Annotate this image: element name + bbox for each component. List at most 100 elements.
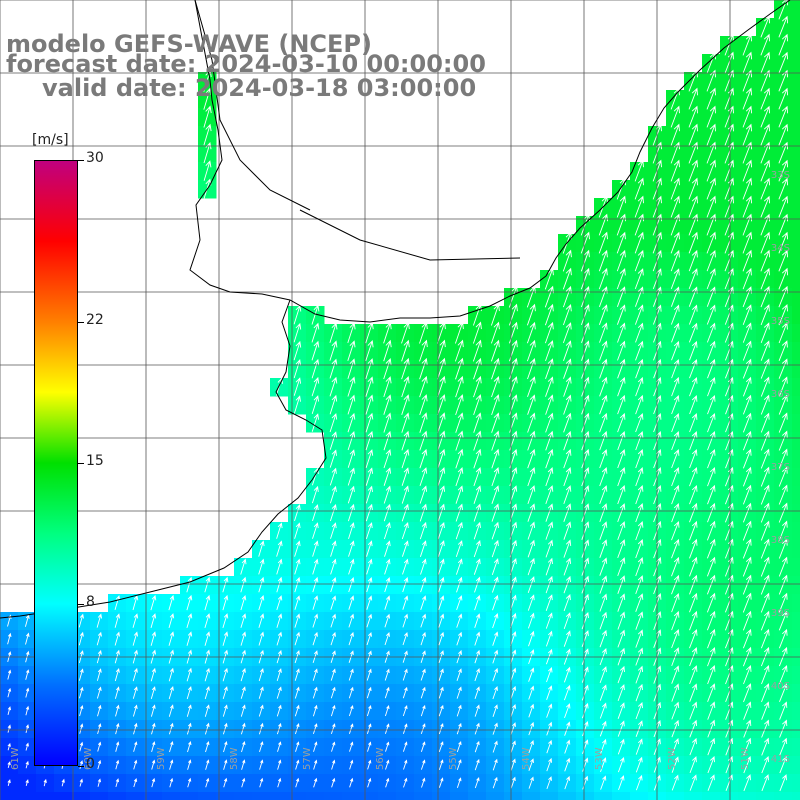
wind-arrow (706, 249, 716, 272)
wind-arrow (635, 557, 644, 577)
wind-arrow (402, 741, 408, 752)
wind-arrow (222, 722, 228, 735)
wind-arrow (778, 51, 789, 74)
wind-arrow (401, 522, 409, 540)
wind-arrow (347, 376, 356, 397)
wind-arrow (742, 574, 752, 595)
wind-arrow (276, 722, 282, 735)
wind-arrow (563, 594, 571, 612)
wind-arrow (706, 610, 716, 631)
wind-arrow (616, 231, 626, 254)
wind-arrow (581, 702, 589, 719)
wind-arrow (760, 448, 770, 469)
wind-arrow (455, 430, 464, 451)
wind-speed-cell (792, 450, 800, 469)
wind-arrow (760, 195, 771, 218)
wind-arrow (563, 485, 572, 505)
wind-arrow (670, 231, 680, 254)
wind-arrow (635, 756, 643, 773)
wind-arrow (510, 722, 516, 736)
wind-arrow (760, 376, 770, 397)
wind-arrow (312, 595, 319, 610)
wind-arrow (420, 723, 426, 735)
wind-arrow (670, 195, 680, 218)
wind-arrow (545, 539, 554, 558)
wind-arrow (383, 321, 392, 344)
wind-arrow (473, 467, 482, 487)
wind-arrow (330, 704, 336, 717)
wind-arrow (222, 667, 228, 682)
wind-arrow (150, 704, 156, 717)
wind-arrow (276, 704, 282, 717)
wind-speed-cell (792, 774, 800, 793)
wind-arrow (616, 286, 626, 307)
wind-arrow (419, 521, 427, 540)
wind-arrow (348, 613, 355, 628)
wind-arrow (760, 394, 770, 415)
wind-arrow (241, 741, 246, 753)
wind-arrow (456, 722, 462, 735)
wind-arrow (223, 759, 228, 770)
wind-arrow (760, 466, 770, 487)
wind-arrow (706, 159, 716, 182)
wind-arrow (436, 321, 446, 344)
wind-arrow (79, 705, 84, 717)
wind-arrow (707, 665, 716, 685)
wind-arrow (618, 775, 625, 791)
wind-arrow (384, 632, 390, 646)
wind-arrow (635, 575, 644, 595)
wind-arrow (25, 742, 29, 751)
wind-arrow (688, 87, 698, 110)
wind-arrow (580, 231, 590, 254)
wind-arrow (670, 304, 680, 325)
wind-arrow (599, 521, 608, 540)
wind-arrow (79, 741, 84, 752)
wind-arrow (402, 686, 408, 699)
wind-arrow (385, 777, 390, 788)
wind-arrow (778, 303, 788, 326)
wind-arrow (581, 611, 589, 630)
wind-arrow (670, 123, 680, 146)
wind-arrow (438, 631, 445, 646)
wind-arrow (115, 704, 120, 717)
wind-arrow (491, 467, 500, 487)
wind-arrow (760, 304, 770, 326)
wind-arrow (635, 629, 644, 648)
wind-arrow (474, 576, 481, 593)
wind-speed-cell (792, 540, 800, 559)
wind-arrow (491, 539, 499, 558)
wind-arrow (311, 395, 320, 415)
wind-arrow (528, 758, 534, 771)
wind-arrow (276, 576, 283, 593)
wind-arrow (383, 358, 392, 380)
wind-speed-cell (342, 792, 361, 800)
wind-arrow (707, 376, 716, 397)
wind-arrow (420, 704, 426, 717)
wind-arrow (761, 719, 770, 738)
wind-arrow (348, 686, 354, 699)
wind-arrow (203, 105, 212, 128)
latitude-label: 38S (771, 535, 790, 546)
wind-arrow (581, 666, 589, 683)
wind-arrow (635, 683, 643, 702)
wind-arrow (437, 375, 446, 398)
wind-arrow (367, 759, 372, 770)
wind-arrow (349, 777, 354, 788)
wind-arrow (456, 777, 462, 788)
wind-arrow (383, 522, 391, 540)
wind-arrow (366, 577, 373, 593)
wind-arrow (689, 358, 698, 379)
wind-arrow (419, 430, 428, 451)
wind-arrow (706, 556, 716, 577)
wind-arrow (617, 702, 625, 719)
wind-arrow (491, 448, 500, 469)
wind-arrow (365, 321, 374, 344)
wind-arrow (778, 610, 788, 631)
wind-arrow (564, 739, 571, 754)
wind-arrow (689, 665, 698, 685)
wind-arrow (760, 231, 771, 254)
wind-arrow (240, 631, 247, 646)
wind-arrow (455, 394, 464, 416)
wind-arrow (150, 686, 156, 700)
